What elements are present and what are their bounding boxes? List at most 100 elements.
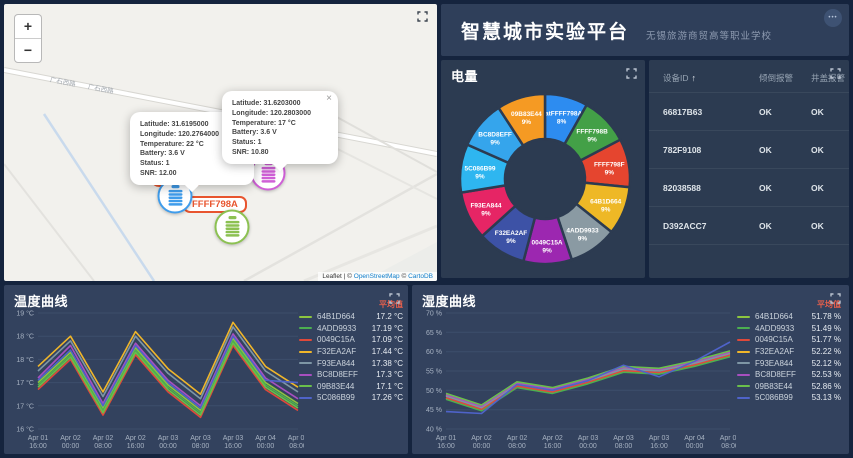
x-tick-label: Apr 02 16:00 bbox=[125, 435, 146, 450]
map-expand-icon[interactable] bbox=[417, 11, 428, 22]
y-tick-label: 18 °C bbox=[16, 333, 34, 341]
battery-donut-chart[interactable]: batFFFF798A 8%FFFF798B 9%FFFF798F 9%64B1D66… bbox=[443, 82, 645, 276]
legend-average-value: 51.78 % bbox=[811, 312, 841, 322]
x-tick-label: Apr 03 08:00 bbox=[190, 435, 211, 450]
zoom-out-button[interactable]: − bbox=[23, 42, 33, 58]
popup-close-icon[interactable]: × bbox=[326, 93, 332, 104]
legend-item[interactable]: F32EA2AF 17.44 °C bbox=[299, 346, 405, 358]
x-tick-label: Apr 02 00:00 bbox=[471, 435, 492, 450]
sort-asc-icon[interactable]: ↑ bbox=[691, 73, 697, 83]
expand-icon[interactable] bbox=[830, 293, 841, 304]
legend-series-name: 4ADD9933 bbox=[755, 323, 795, 333]
panel-title: 温度曲线 bbox=[14, 294, 69, 309]
humidity-line-chart: 70 % 65 % 60 % 55 % 50 % 45 % 40 %Apr 01 16:00 A… bbox=[426, 311, 736, 451]
pie-slice[interactable] bbox=[496, 92, 547, 148]
legend-series-name: F93EA844 bbox=[755, 358, 793, 368]
legend-item[interactable]: 5C086B99 53.13 % bbox=[737, 392, 843, 404]
legend-item[interactable]: F93EA844 52.12 % bbox=[737, 357, 843, 369]
legend-item[interactable]: 09B83E44 17.1 °C bbox=[299, 381, 405, 393]
legend-item[interactable]: BC8D8EFF 17.3 °C bbox=[299, 369, 405, 381]
legend-item[interactable]: 4ADD9933 51.49 % bbox=[737, 323, 843, 335]
zoom-in-button[interactable]: + bbox=[15, 15, 41, 39]
x-tick-label: Apr 02 08:00 bbox=[507, 435, 528, 450]
series-line bbox=[37, 335, 299, 409]
legend-item[interactable]: F32EA2AF 52.22 % bbox=[737, 346, 843, 358]
map-marker-green[interactable] bbox=[214, 209, 250, 245]
legend-item[interactable]: F93EA844 17.38 °C bbox=[299, 357, 405, 369]
legend-series-name: 64B1D664 bbox=[755, 312, 793, 322]
table-cell: OK bbox=[759, 144, 772, 155]
carto-link[interactable]: CartoDB bbox=[408, 273, 433, 280]
popup-field: Battery: 3.6 V bbox=[232, 129, 277, 137]
legend-series-name: F93EA844 bbox=[317, 358, 355, 368]
table-cell: OK bbox=[759, 106, 772, 117]
table-cell: OK bbox=[811, 182, 824, 193]
popup-field: Status: 1 bbox=[140, 160, 170, 168]
legend-item[interactable]: BC8D8EFF 52.53 % bbox=[737, 369, 843, 381]
y-tick-label: 45 % bbox=[426, 407, 442, 414]
expand-icon[interactable] bbox=[626, 68, 637, 79]
legend-item[interactable]: 0049C15A 51.77 % bbox=[737, 334, 843, 346]
column-cover-alarm[interactable]: 井盖报警 bbox=[811, 73, 846, 83]
panel-title: 湿度曲线 bbox=[422, 294, 477, 309]
popup-field: Temperature: 22 °C bbox=[140, 140, 204, 148]
popup-field: Latitude: 31.6195000 bbox=[140, 121, 209, 128]
legend-item[interactable]: 5C086B99 17.26 °C bbox=[299, 392, 405, 404]
legend-average-value: 17.09 °C bbox=[371, 335, 403, 345]
legend-item[interactable]: 4ADD9933 17.19 °C bbox=[299, 323, 405, 335]
legend-item[interactable]: 64B1D664 51.78 % bbox=[737, 311, 843, 323]
table-row: D392ACC7 OK OK bbox=[649, 207, 849, 245]
legend-item[interactable]: 09B83E44 52.86 % bbox=[737, 381, 843, 393]
series-line bbox=[445, 354, 731, 411]
table-cell: 82038588 bbox=[663, 182, 701, 193]
popup-field: Latitude: 31.6203000 bbox=[232, 100, 301, 107]
legend-average-value: 17.38 °C bbox=[371, 358, 403, 368]
x-tick-label: Apr 03 16:00 bbox=[223, 435, 244, 450]
legend-item[interactable]: 0049C15A 17.09 °C bbox=[299, 334, 405, 346]
legend-average-value: 17.19 °C bbox=[371, 323, 403, 333]
legend-color-dash bbox=[737, 350, 750, 353]
expand-icon[interactable] bbox=[389, 293, 400, 304]
legend-average-value: 52.22 % bbox=[811, 347, 841, 357]
x-tick-label: Apr 04 00:00 bbox=[255, 435, 276, 450]
column-tip-alarm[interactable]: 倾倒报警 bbox=[759, 73, 794, 83]
map-popup: × Latitude: 31.6203000 Longitude: 120.280… bbox=[222, 91, 338, 171]
series-line bbox=[37, 321, 299, 395]
menu-dots-icon[interactable]: ••• bbox=[824, 9, 842, 27]
popup-field: Longitude: 120.2764000 bbox=[140, 130, 219, 138]
table-cell: D392ACC7 bbox=[663, 220, 707, 231]
series-line bbox=[37, 339, 299, 414]
series-line bbox=[37, 326, 299, 400]
x-tick-label: Apr 0408:00 bbox=[288, 435, 304, 450]
column-device-id[interactable]: 设备ID ↑ bbox=[663, 73, 697, 83]
x-tick-label: Apr 04 00:00 bbox=[684, 435, 705, 450]
x-tick-label: Apr 02 00:00 bbox=[60, 435, 81, 450]
table-cell: 782F9108 bbox=[663, 144, 702, 155]
x-tick-label: Apr 01 16:00 bbox=[28, 435, 49, 450]
legend-color-dash bbox=[299, 385, 312, 388]
legend-average-value: 17.3 °C bbox=[376, 370, 403, 380]
legend-average-value: 17.26 °C bbox=[371, 393, 403, 403]
x-tick-label: Apr 0408:00 bbox=[720, 435, 736, 450]
legend-item[interactable]: 64B1D664 17.2 °C bbox=[299, 311, 405, 323]
popup-field: Temperature: 17 °C bbox=[232, 119, 296, 127]
legend-average-value: 53.13 % bbox=[811, 393, 841, 403]
y-tick-label: 40 % bbox=[426, 427, 442, 434]
table-cell: OK bbox=[811, 220, 824, 231]
legend-color-dash bbox=[299, 315, 312, 318]
legend-average-value: 52.53 % bbox=[811, 370, 841, 380]
osm-link[interactable]: OpenStreetMap bbox=[353, 273, 400, 280]
legend-color-dash bbox=[737, 362, 750, 365]
popup-field: Battery: 3.6 V bbox=[140, 150, 185, 158]
panel-title: 电量 bbox=[451, 69, 479, 84]
legend-series-name: 0049C15A bbox=[317, 335, 355, 345]
expand-icon[interactable] bbox=[830, 68, 841, 79]
map-zoom-control[interactable]: + − bbox=[14, 14, 42, 63]
x-tick-label: Apr 02 08:00 bbox=[93, 435, 114, 450]
legend-series-name: 5C086B99 bbox=[317, 393, 355, 403]
table-cell: OK bbox=[811, 106, 824, 117]
legend-color-dash bbox=[737, 315, 750, 318]
y-tick-label: 19 °C bbox=[16, 310, 34, 318]
map-panel[interactable]: 广石西路 广石西路 + − FFFF798A × Latitude: 31.61… bbox=[4, 4, 437, 281]
